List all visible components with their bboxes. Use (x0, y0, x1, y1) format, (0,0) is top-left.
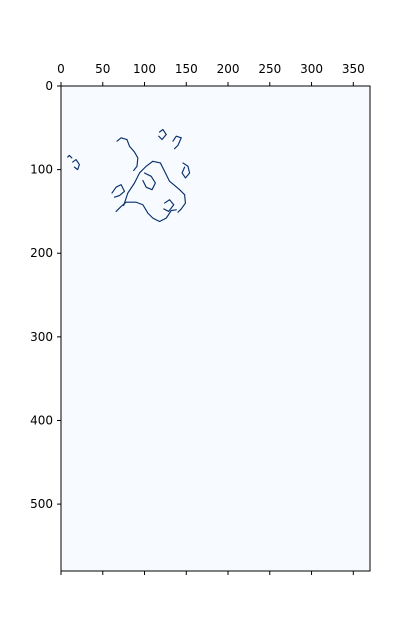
x-tick-label-5: 250 (258, 62, 281, 76)
y-ticks: 0 100 200 300 400 500 (30, 79, 61, 511)
y-tick-label-3: 300 (30, 330, 53, 344)
fragmented-outline-cluster-11 (163, 199, 175, 213)
feature-layer (67, 128, 191, 223)
y-tick-label-4: 400 (30, 413, 53, 427)
fragmented-outline-cluster-2 (115, 201, 177, 223)
fragmented-outline-cluster-5 (172, 135, 182, 150)
x-tick-label-3: 150 (175, 62, 198, 76)
x-tick-label-0: 0 (57, 62, 65, 76)
x-ticks-bottom (60, 571, 354, 575)
fragmented-outline-cluster-1 (123, 160, 187, 213)
fragmented-outline-cluster-7 (72, 159, 80, 171)
x-tick-label-4: 200 (217, 62, 240, 76)
y-tick-label-1: 100 (30, 163, 53, 177)
y-tick-label-5: 500 (30, 497, 53, 511)
x-tick-label-2: 100 (133, 62, 156, 76)
x-tick-label-1: 50 (95, 62, 110, 76)
plot-frame (60, 85, 371, 572)
x-tick-label-6: 300 (300, 62, 323, 76)
fragmented-outline-cluster-3 (116, 137, 139, 172)
x-tick-label-7: 350 (342, 62, 365, 76)
plot-background (61, 86, 370, 571)
y-tick-label-0: 0 (45, 79, 53, 93)
fragmented-outline-cluster-4 (158, 128, 167, 141)
fragmented-outline-cluster-10 (142, 172, 156, 191)
fragmented-outline-cluster-6 (181, 162, 191, 179)
y-tick-label-2: 200 (30, 246, 53, 260)
fragmented-outline-cluster-8 (67, 154, 73, 159)
fragmented-outline-cluster-9 (111, 184, 126, 198)
x-ticks-top: 0 50 100 150 200 250 300 350 (57, 62, 365, 86)
